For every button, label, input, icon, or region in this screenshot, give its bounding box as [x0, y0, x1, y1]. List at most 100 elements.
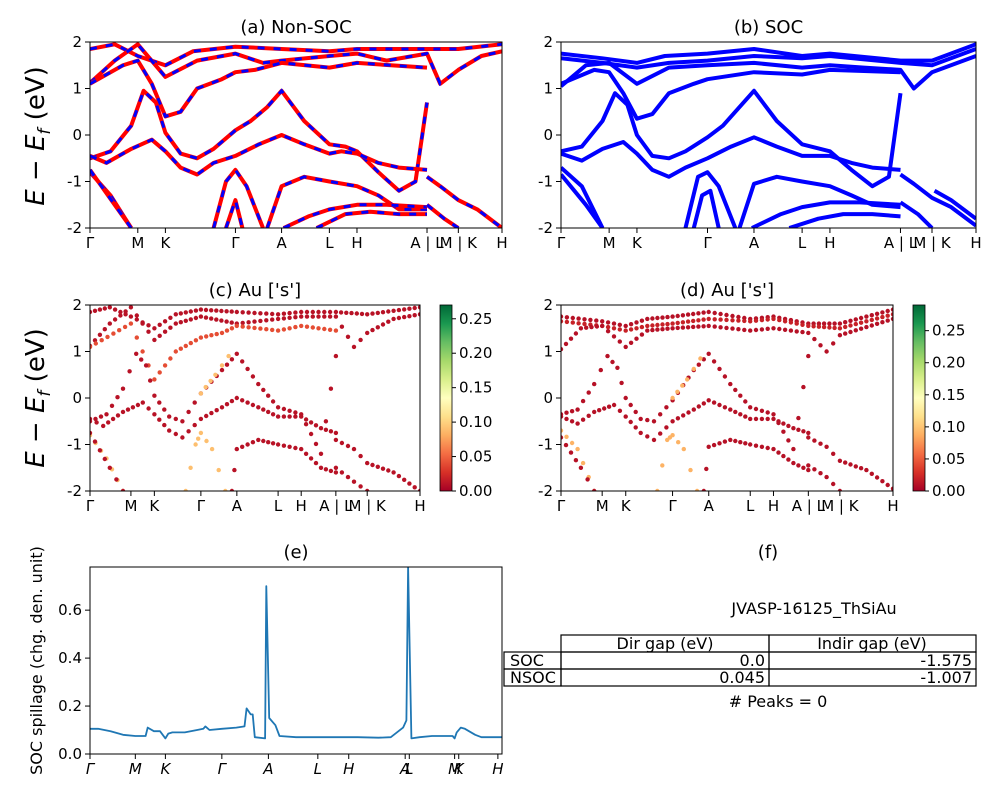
band-point: [650, 327, 655, 333]
band-point: [250, 440, 256, 445]
y-tick-label: 0: [72, 389, 82, 407]
band-points-3: [561, 351, 811, 452]
band-point: [115, 395, 120, 400]
band-point: [120, 409, 126, 415]
band-point: [738, 412, 743, 417]
band-point: [173, 349, 178, 354]
band-point: [407, 481, 412, 486]
band-point: [178, 320, 183, 325]
x-tick-label: M: [124, 497, 137, 515]
band-point: [102, 306, 108, 311]
colorbar-tick-label: 0.05: [459, 448, 492, 466]
band-point: [152, 412, 157, 417]
band-point: [167, 428, 172, 433]
band-line-8: [683, 170, 738, 228]
band-point: [651, 437, 657, 443]
band-point: [824, 349, 829, 354]
band-point: [224, 328, 230, 333]
x-tick-label: M | K: [821, 497, 860, 515]
band-point: [402, 314, 407, 320]
band-point: [580, 460, 586, 466]
band-point: [701, 488, 706, 491]
x-tick-label: M: [603, 234, 616, 252]
band-points-7: [655, 433, 700, 491]
band-point: [569, 409, 575, 414]
x-tick-label: A | L: [319, 497, 353, 515]
band-point: [869, 317, 874, 323]
table-header-dir-gap: Dir gap (eV): [617, 634, 714, 653]
band-point: [107, 321, 113, 326]
band-point: [293, 310, 298, 315]
band-point: [561, 428, 564, 433]
band-line-dash-8: [224, 194, 244, 228]
band-point: [90, 416, 93, 422]
band-point: [701, 317, 706, 322]
band-point: [864, 314, 869, 319]
band-points-0: [90, 305, 420, 331]
band-point: [880, 310, 885, 315]
band-point: [670, 314, 675, 319]
y-tick-label: -1: [538, 173, 553, 191]
band-point: [386, 309, 391, 314]
band-point: [611, 402, 617, 408]
band-point: [563, 341, 569, 347]
band-point: [680, 325, 686, 330]
band-point: [832, 321, 837, 326]
band-point: [219, 363, 225, 368]
x-tick-label: H: [887, 497, 898, 515]
band-point: [287, 444, 292, 449]
band-point: [712, 324, 717, 329]
band-point: [240, 324, 245, 329]
band-point: [573, 331, 579, 336]
band-point: [686, 410, 691, 415]
band-points-3: [90, 351, 339, 456]
band-point: [733, 438, 738, 444]
band-point: [203, 315, 209, 320]
band-point: [586, 413, 591, 418]
band-point: [322, 309, 327, 315]
band-point: [299, 414, 304, 419]
band-line-6: [90, 168, 133, 228]
band-point: [299, 314, 304, 319]
band-point: [370, 327, 375, 333]
x-tick-label: K: [160, 760, 171, 778]
band-point: [759, 327, 765, 332]
band-point: [308, 456, 314, 461]
band-point: [270, 317, 275, 322]
band-point: [246, 310, 251, 315]
band-point: [261, 407, 266, 412]
band-point: [589, 324, 594, 330]
band-point: [728, 407, 733, 412]
band-point: [748, 319, 753, 324]
band-point: [256, 437, 261, 443]
band-point: [183, 318, 188, 323]
band-point: [771, 326, 776, 331]
band-point: [617, 327, 622, 332]
band-point: [827, 325, 832, 330]
band-point: [831, 341, 836, 346]
band-point: [198, 430, 204, 436]
band-point: [94, 420, 99, 425]
band-point: [660, 322, 665, 327]
band-points-6: [561, 435, 597, 491]
x-tick-label: K: [632, 234, 643, 252]
band-point: [885, 308, 890, 314]
band-point: [293, 414, 298, 419]
band-point: [832, 325, 837, 331]
band-point: [634, 336, 639, 341]
band-point: [188, 317, 193, 322]
band-point: [402, 307, 407, 312]
band-point: [564, 315, 570, 320]
band-point: [198, 307, 204, 312]
band-point: [570, 320, 575, 325]
band-point: [580, 398, 586, 404]
band-point: [890, 307, 893, 312]
band-point: [824, 444, 829, 449]
band-point: [105, 334, 110, 340]
band-point: [573, 458, 579, 463]
band-point: [712, 317, 717, 322]
band-point: [115, 413, 121, 418]
band-point: [645, 316, 650, 322]
colorbar-tick-label: 0.15: [932, 386, 965, 404]
